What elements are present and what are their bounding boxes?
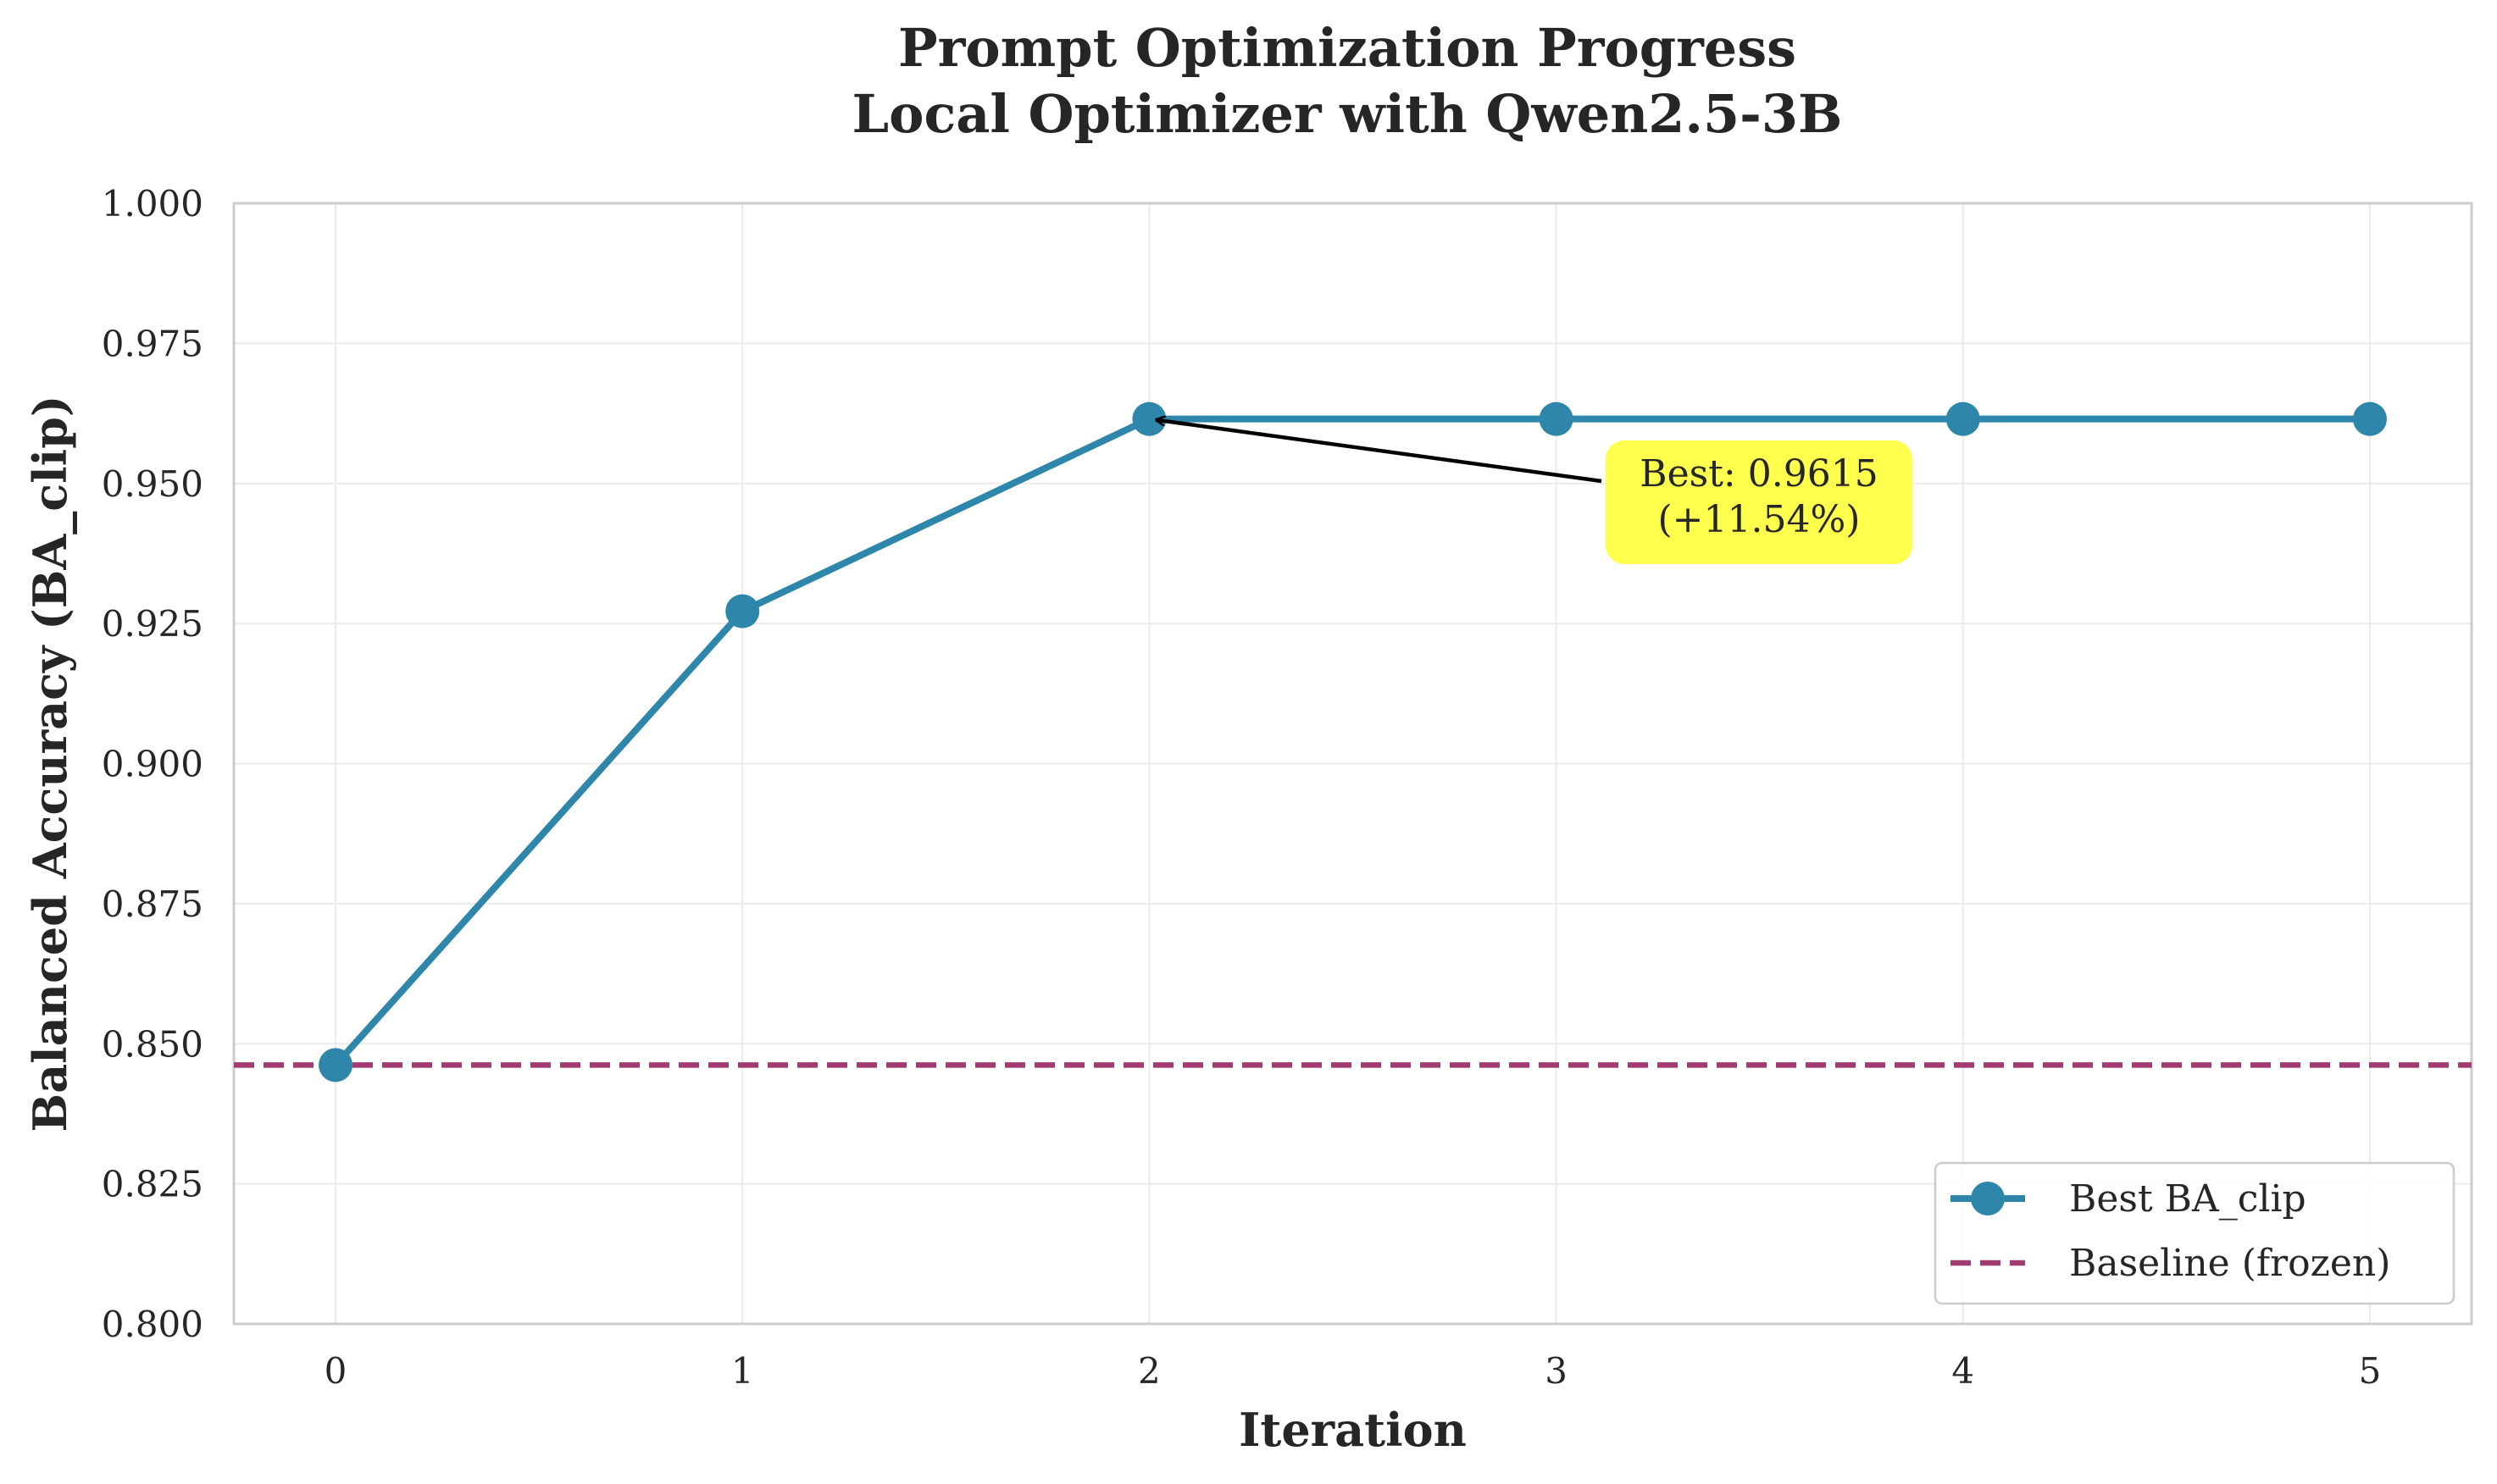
x-tick-label: 1 (731, 1350, 754, 1392)
data-point (319, 1048, 353, 1083)
y-tick-label: 0.900 (102, 744, 203, 785)
x-tick-label: 3 (1545, 1350, 1568, 1392)
y-tick-label: 0.875 (102, 883, 203, 925)
chart-title-line: Local Optimizer with Qwen2.5-3B (852, 83, 1843, 145)
series (234, 401, 2472, 1083)
x-tick-label: 5 (2359, 1350, 2382, 1392)
legend-label: Best BA_clip (2069, 1177, 2306, 1221)
axes: 0.800 0.825 0.850 0.875 0.900 0.925 0.950 0.975… (23, 183, 2473, 1457)
plot-frame (232, 202, 2473, 1326)
x-tick-label: 2 (1138, 1350, 1161, 1392)
chart-title-line: Prompt Optimization Progress (898, 17, 1796, 79)
grid (234, 202, 2472, 1325)
y-tick-label: 0.850 (102, 1023, 203, 1065)
legend-label: Baseline (frozen) (2069, 1242, 2390, 1285)
y-tick-label: 1.000 (102, 183, 203, 224)
annotation-text: Best: 0.9615 (1640, 452, 1878, 496)
annotation: Best: 0.9615(+11.54%) (1156, 420, 1912, 564)
legend-marker-best-ba-clip (1971, 1182, 2005, 1215)
y-tick-label: 0.800 (102, 1304, 203, 1345)
best-ba-clip-line (332, 415, 2373, 1069)
x-tick-label: 4 (1951, 1350, 1974, 1392)
y-tick-label: 0.925 (102, 603, 203, 645)
y-tick-label: 0.975 (102, 323, 203, 364)
annotation-box (1606, 440, 1912, 564)
annotation-arrow (1156, 420, 1602, 484)
data-point (1945, 401, 1980, 436)
y-tick-label: 0.950 (102, 463, 203, 505)
annotation-text: (+11.54%) (1658, 498, 1861, 541)
data-point (725, 594, 760, 628)
legend-box (1934, 1161, 2455, 1305)
data-point (1132, 401, 1167, 436)
data-point (2352, 401, 2387, 436)
x-axis-label: Iteration (1239, 1403, 1467, 1457)
y-tick-label: 0.825 (102, 1164, 203, 1205)
data-point (1539, 401, 1573, 436)
y-axis-label: Balanced Accuracy (BA_clip) (23, 396, 77, 1132)
legend: Best BA_clip Baseline (frozen) (1934, 1161, 2455, 1305)
x-tick-label: 0 (325, 1350, 347, 1392)
